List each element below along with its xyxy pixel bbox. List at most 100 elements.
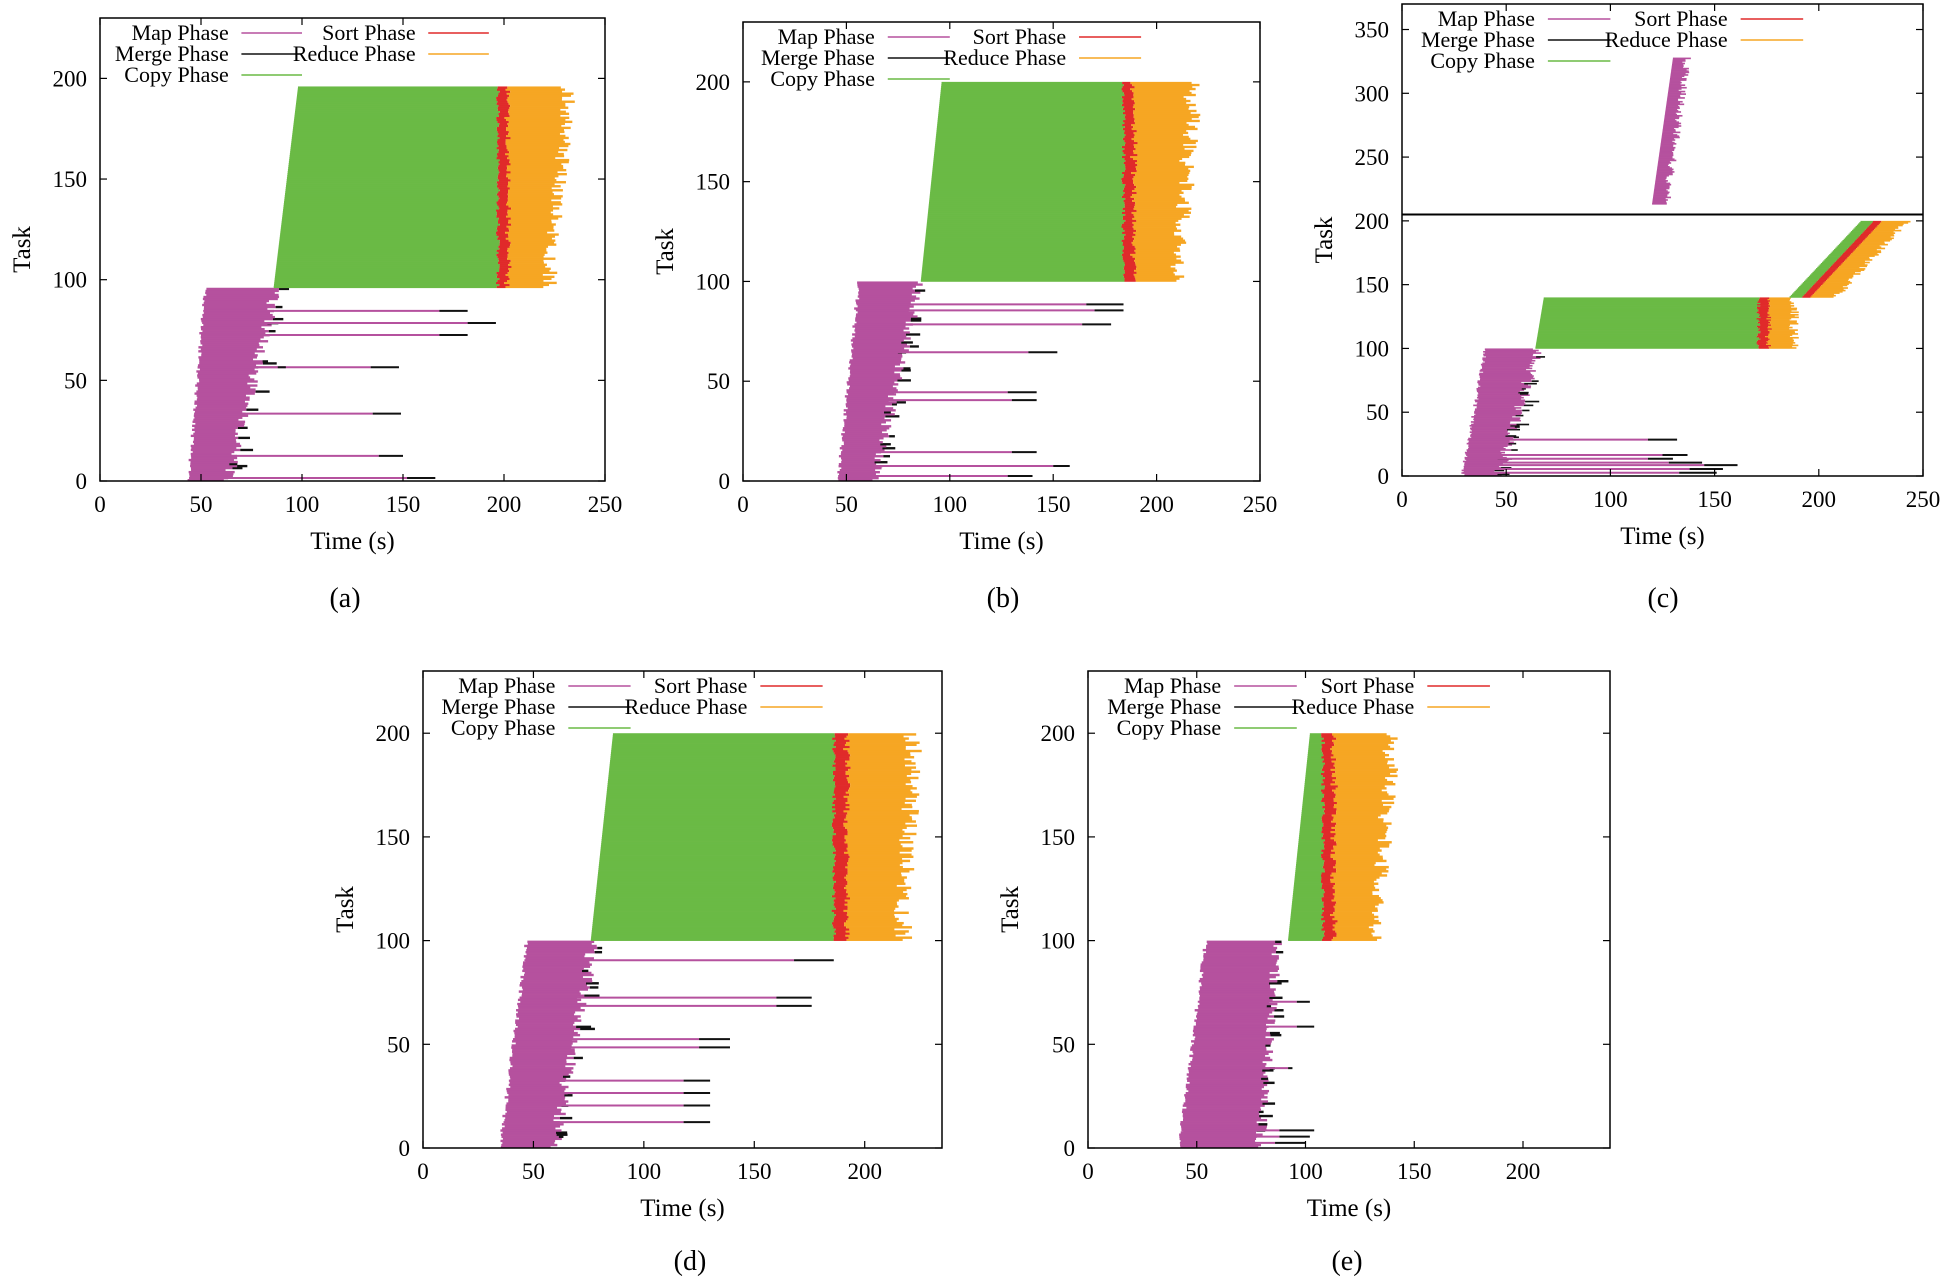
reduce-bar [1335,930,1375,933]
copy-bar [1308,747,1322,751]
copy-bar [1304,780,1324,784]
reduce-bar [1767,329,1798,331]
sort-bar [832,876,845,879]
merge-bar [1506,428,1521,431]
copy-bar [1309,733,1322,736]
sort-bar [1121,195,1131,198]
merge-bar [1510,424,1520,427]
reduce-bar [1877,224,1903,227]
map-bar [855,315,918,318]
copy-bar [933,155,1122,159]
sort-bar [834,930,846,933]
sort-bar [832,801,846,805]
map-bar [1664,114,1683,117]
map-bar [1471,436,1514,439]
copy-bar [923,249,1123,252]
sort-bar [831,894,847,898]
reduce-bar [507,249,547,252]
sort-bar [496,271,508,275]
map-bar [500,1133,557,1136]
copy-bar [1800,284,1813,287]
legend-label-copy: Copy Phase [1430,48,1535,73]
copy-bar [928,209,1125,212]
map-bar [1180,1139,1255,1143]
map-bar [509,1075,563,1078]
reduce-bar [1134,139,1198,143]
copy-bar [1831,251,1845,254]
x-axis-label: Time (s) [310,528,395,555]
copy-bar [930,189,1124,192]
map-bar [1482,367,1533,370]
copy-bar [594,905,835,908]
reduce-bar [1334,762,1388,765]
sort-bar [1811,285,1821,288]
reduce-bar [847,843,901,846]
sort-bar [1122,85,1135,89]
sort-bar [1865,228,1875,231]
sort-bar [833,791,846,794]
map-bar [1470,433,1509,436]
copy-bar [940,91,1124,95]
sort-bar [1122,215,1135,218]
merge-bar [880,443,891,446]
reduce-bar [844,818,913,821]
sort-bar [1123,101,1135,105]
legend-label-map: Map Phase [132,20,229,45]
reduce-bar [1332,778,1388,782]
sort-bar [1322,820,1332,823]
map-bar [199,358,254,361]
reduce-bar [1769,302,1794,305]
map-bar [192,424,245,427]
reduce-bar [1333,911,1373,914]
x-tick-label: 0 [1396,487,1408,512]
reduce-bar [1336,801,1395,805]
sort-bar [498,221,509,224]
map-bar [855,299,915,302]
x-tick-label: 50 [1185,1159,1208,1184]
map-bar [203,301,267,305]
map-bar [841,461,875,464]
copy-bar [277,251,499,254]
reduce-bar [1333,816,1379,819]
copy-bar [601,841,833,844]
map-bar [202,303,275,307]
copy-bar [1294,882,1323,885]
reduce-bar [1331,872,1382,875]
map-bar [1200,965,1279,968]
sort-bar [1123,273,1134,276]
sort-bar [1323,915,1335,919]
map-bar [1471,430,1508,432]
copy-bar [1539,322,1760,325]
map-bar [1478,398,1522,400]
sort-bar [1321,799,1334,803]
copy-bar [597,874,834,877]
copy-bar [934,147,1125,151]
reduce-bar [1871,231,1894,233]
map-bar [524,944,597,948]
legend-label-merge: Merge Phase [761,45,875,70]
map-bar [854,329,904,332]
sort-bar [833,830,848,834]
copy-bar [595,899,834,902]
copy-bar [599,859,836,863]
reduce-bar [1333,847,1380,850]
map-bar [501,1123,564,1126]
copy-bar [924,245,1124,248]
map-bar [519,984,588,987]
reduce-bar [506,126,571,130]
sort-bar [1123,251,1136,254]
sort-bar [1321,735,1334,738]
map-bar [1660,141,1675,144]
reduce-bar [1132,157,1183,161]
sort-bar [1124,157,1133,161]
map-bar [1199,998,1273,1002]
map-bar [1669,77,1687,80]
reduce-bar [845,816,912,819]
map-bar [515,1023,574,1026]
copy-bar [1305,774,1323,778]
copy-bar [599,857,835,861]
reduce-bar [1828,276,1853,279]
sort-bar [1758,315,1768,317]
sort-bar [1871,222,1881,224]
